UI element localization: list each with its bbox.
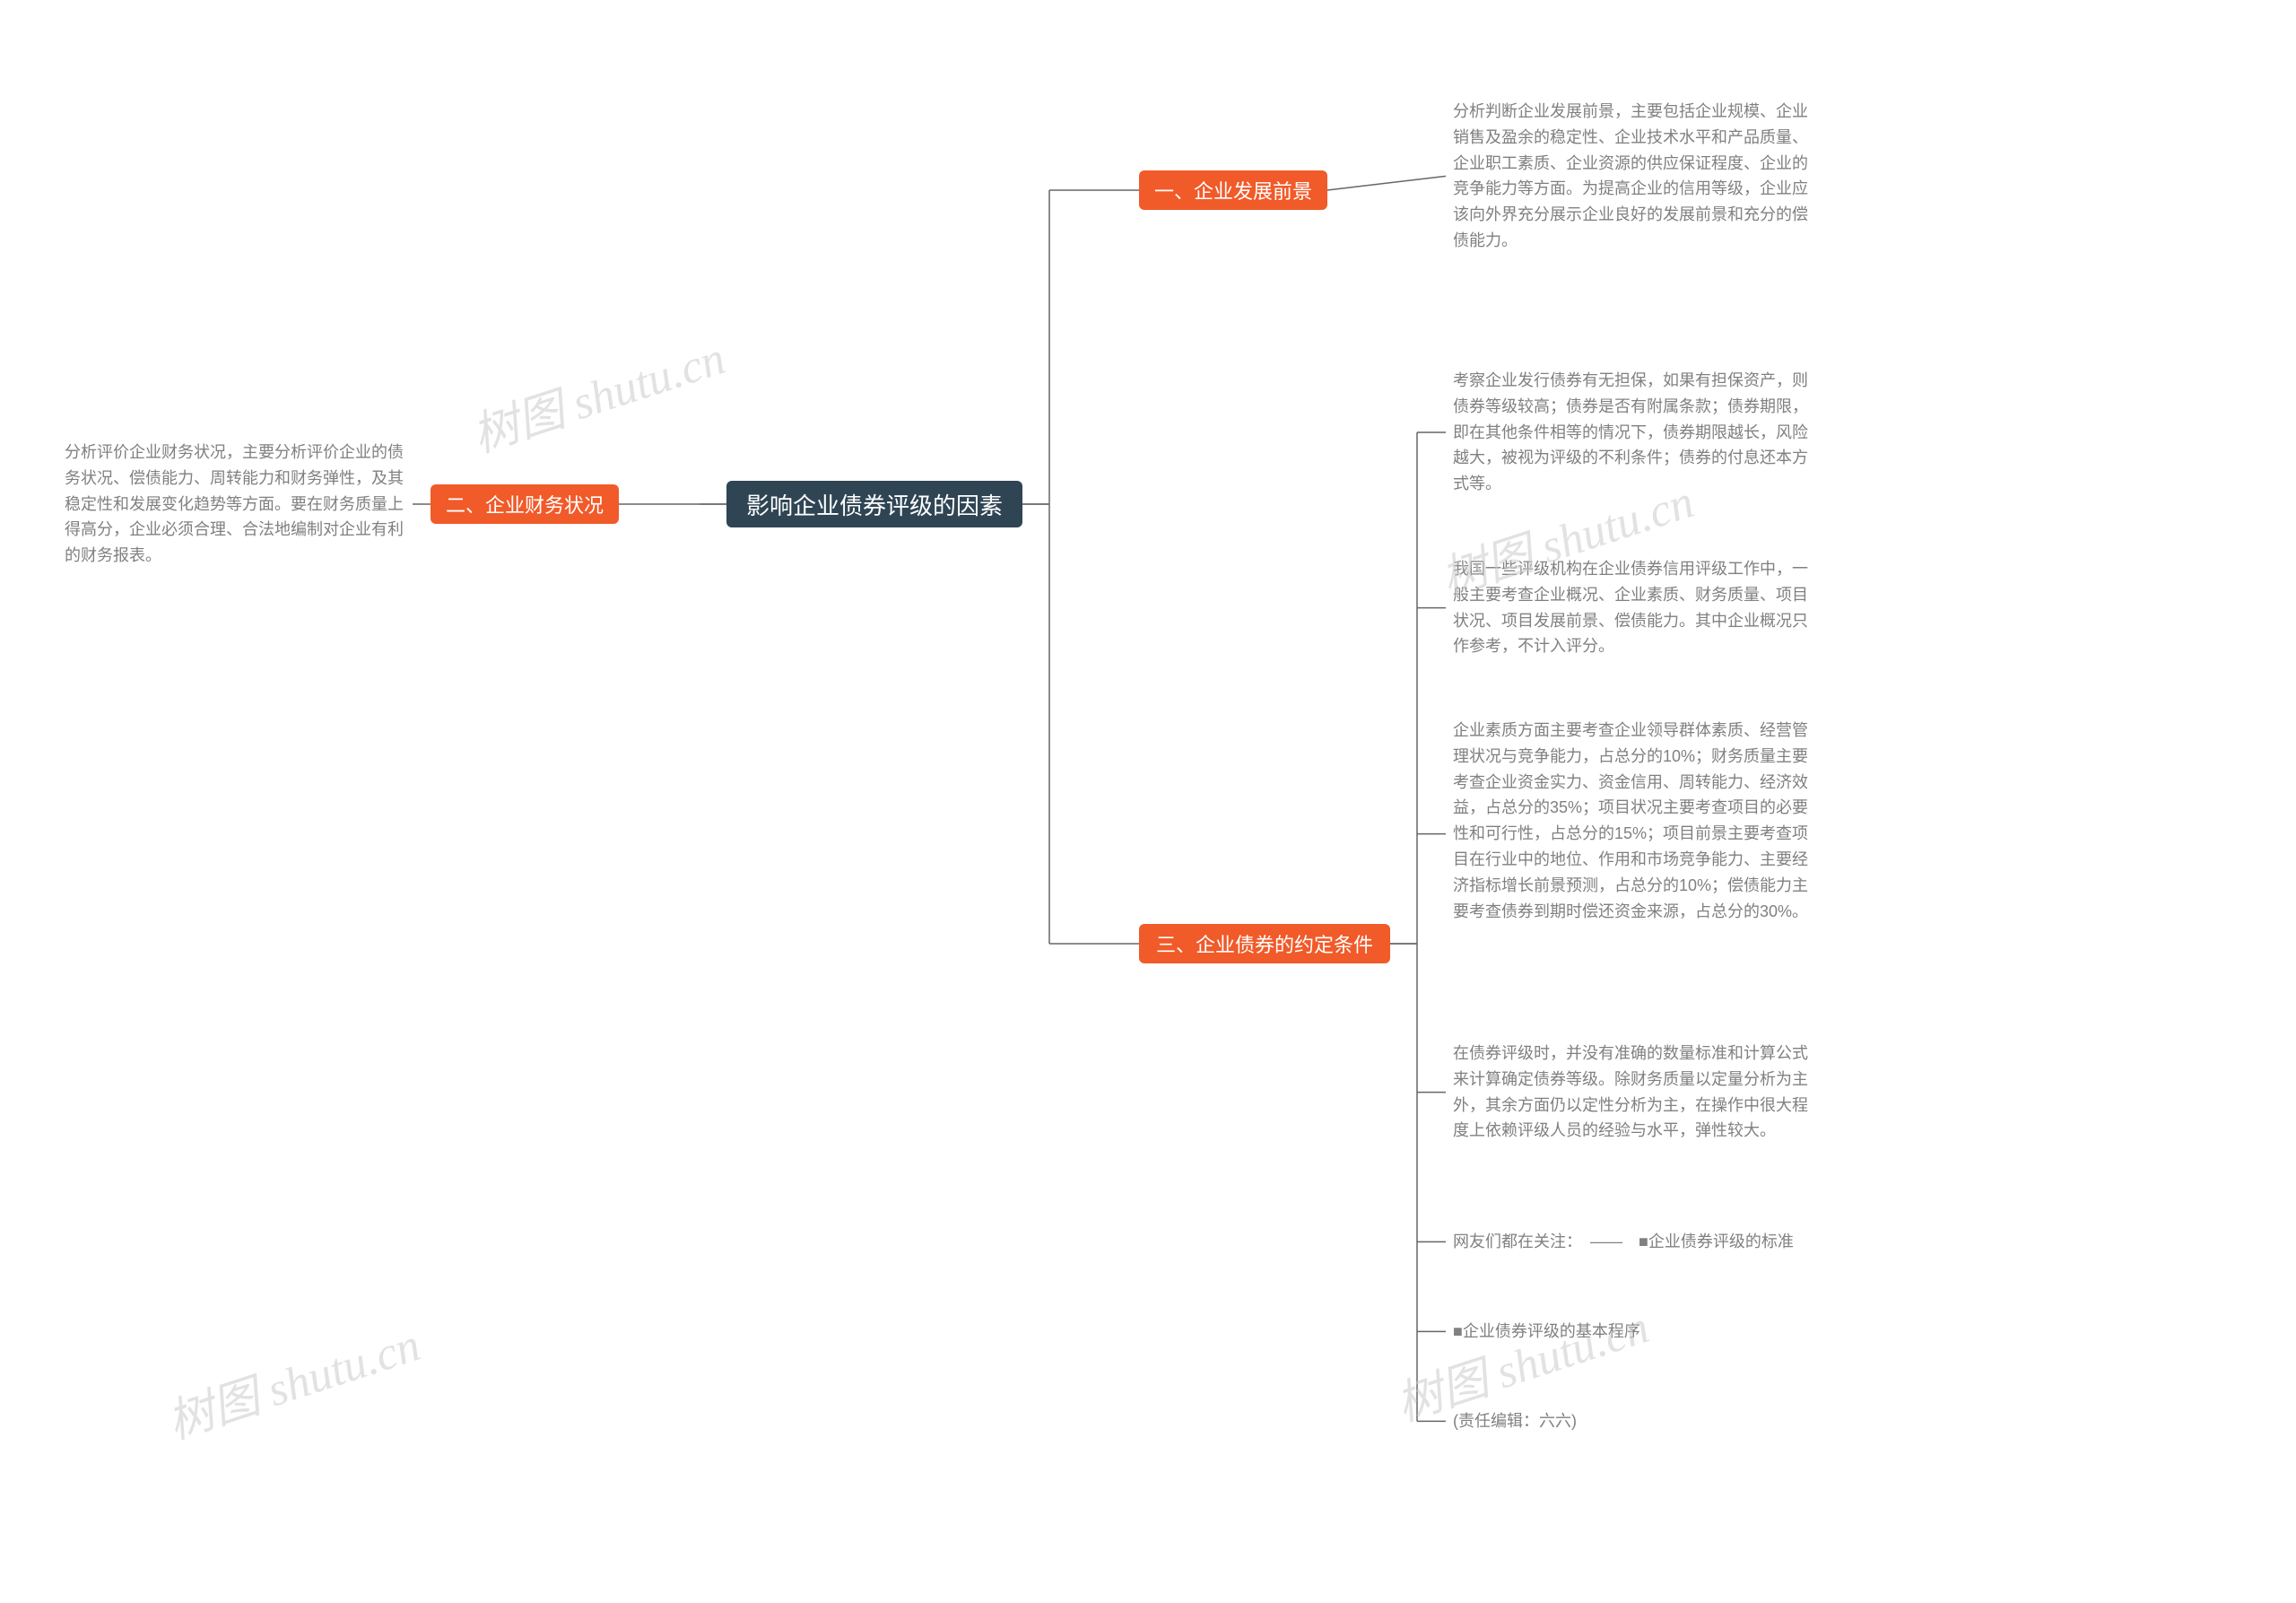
leaf-node: (责任编辑：六六) (1453, 1408, 1812, 1434)
leaf-text: 分析判断企业发展前景，主要包括企业规模、企业销售及盈余的稳定性、企业技术水平和产… (1453, 102, 1808, 249)
leaf-text: 考察企业发行债券有无担保，如果有担保资产，则债券等级较高；债券是否有附属条款；债… (1453, 371, 1808, 492)
leaf-text: ■企业债券评级的基本程序 (1453, 1322, 1640, 1340)
branch-label: 三、企业债券的约定条件 (1156, 929, 1373, 958)
leaf-node: 分析判断企业发展前景，主要包括企业规模、企业销售及盈余的稳定性、企业技术水平和产… (1453, 99, 1812, 254)
branch-label: 一、企业发展前景 (1154, 176, 1312, 205)
root-node[interactable]: 影响企业债券评级的因素 (726, 481, 1022, 527)
connector-layer (0, 0, 2296, 1603)
leaf-text: 网友们都在关注： —— ■企业债券评级的标准 (1453, 1233, 1794, 1250)
branch-node-b3[interactable]: 三、企业债券的约定条件 (1139, 924, 1390, 963)
leaf-node: 分析评价企业财务状况，主要分析评价企业的债务状况、偿债能力、周转能力和财务弹性，… (65, 440, 405, 569)
leaf-node: 网友们都在关注： —— ■企业债券评级的标准 (1453, 1229, 1812, 1255)
leaf-node: ■企业债券评级的基本程序 (1453, 1319, 1812, 1345)
root-label: 影响企业债券评级的因素 (746, 488, 1003, 521)
watermark: 树图 shutu.cn (158, 1307, 428, 1451)
leaf-text: 分析评价企业财务状况，主要分析评价企业的债务状况、偿债能力、周转能力和财务弹性，… (65, 443, 404, 564)
branch-node-b1[interactable]: 一、企业发展前景 (1139, 170, 1327, 210)
branch-label: 二、企业财务状况 (446, 490, 604, 518)
leaf-text: (责任编辑：六六) (1453, 1412, 1577, 1430)
watermark: 树图 shutu.cn (463, 320, 733, 465)
leaf-node: 在债券评级时，并没有准确的数量标准和计算公式来计算确定债券等级。除财务质量以定量… (1453, 1041, 1812, 1144)
leaf-text: 在债券评级时，并没有准确的数量标准和计算公式来计算确定债券等级。除财务质量以定量… (1453, 1044, 1808, 1139)
leaf-node: 我国一些评级机构在企业债券信用评级工作中，一般主要考查企业概况、企业素质、财务质… (1453, 556, 1812, 659)
leaf-node: 考察企业发行债券有无担保，如果有担保资产，则债券等级较高；债券是否有附属条款；债… (1453, 368, 1812, 497)
branch-node-b2[interactable]: 二、企业财务状况 (430, 484, 619, 524)
leaf-node: 企业素质方面主要考查企业领导群体素质、经营管理状况与竞争能力，占总分的10%；财… (1453, 718, 1812, 924)
leaf-text: 我国一些评级机构在企业债券信用评级工作中，一般主要考查企业概况、企业素质、财务质… (1453, 560, 1808, 655)
leaf-text: 企业素质方面主要考查企业领导群体素质、经营管理状况与竞争能力，占总分的10%；财… (1453, 721, 1808, 920)
